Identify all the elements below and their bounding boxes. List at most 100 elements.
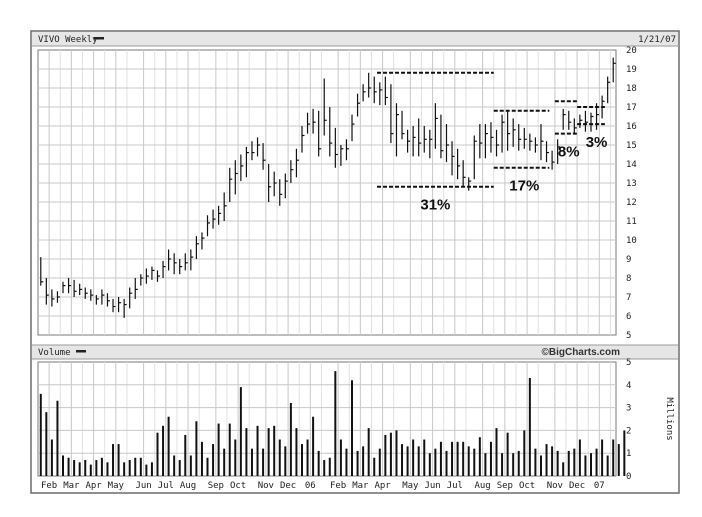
price-bar — [45, 278, 49, 305]
annotation: 8% — [554, 100, 580, 160]
price-bar — [240, 154, 244, 182]
price-bar — [323, 78, 327, 136]
price-bar — [479, 124, 483, 159]
price-bar — [412, 126, 416, 157]
price-bar — [334, 127, 338, 168]
price-y-tick-label: 19 — [626, 65, 637, 75]
price-header-band — [32, 32, 678, 46]
price-bar — [262, 143, 266, 170]
x-tick-label: Apr — [85, 481, 102, 491]
price-bar — [306, 112, 311, 134]
price-bar — [473, 135, 477, 180]
volume-y-tick-label: 0 — [626, 472, 631, 482]
price-y-tick-label: 17 — [626, 103, 637, 113]
x-tick-label: Apr — [374, 481, 391, 491]
price-y-tick-label: 5 — [626, 331, 631, 341]
annotation-label: 17% — [509, 178, 539, 195]
price-bar — [468, 177, 472, 191]
x-tick-label: Jul — [447, 481, 463, 491]
price-bar — [73, 279, 77, 297]
price-bar — [406, 129, 411, 153]
annotation: 31% — [377, 71, 494, 214]
volume-y-tick-label: 1 — [626, 449, 631, 459]
x-tick-label: Jul — [158, 481, 174, 491]
price-bar — [340, 145, 344, 166]
price-y-axis: 5 6 7 8 9 10 11 12 13 14 15 16 17 18 19 20 — [626, 46, 637, 341]
price-bar — [234, 160, 238, 195]
annotation-label: 3% — [586, 134, 608, 151]
price-bar — [268, 164, 272, 202]
price-bar — [206, 215, 211, 237]
price-bar — [62, 281, 66, 294]
price-bar — [151, 266, 155, 280]
price-bar — [545, 141, 550, 163]
price-bar — [568, 110, 572, 130]
volume-y-tick-label: 4 — [626, 381, 631, 391]
chart-title: VIVO Weekly — [38, 35, 98, 45]
price-bar — [362, 84, 366, 102]
price-y-tick-label: 11 — [626, 217, 637, 227]
price-bar — [518, 124, 522, 151]
price-bar — [584, 110, 588, 132]
price-bar — [557, 139, 561, 164]
price-y-tick-label: 10 — [626, 236, 637, 246]
price-bar — [501, 114, 505, 153]
title-legend-swatch — [94, 37, 104, 40]
price-bar — [495, 129, 500, 157]
price-bar — [507, 110, 511, 151]
price-panel — [37, 49, 617, 336]
price-bar — [345, 139, 349, 161]
volume-title: Volume — [38, 348, 71, 358]
price-bar — [123, 298, 127, 318]
annotation-label: 8% — [558, 143, 580, 160]
x-tick-label: May — [402, 481, 419, 491]
x-tick-label: Dec — [280, 481, 296, 491]
x-tick-label: Feb — [41, 481, 57, 491]
price-bar — [84, 287, 88, 299]
x-tick-label: 06 — [305, 481, 316, 491]
price-bar — [129, 287, 133, 309]
price-bar — [218, 205, 222, 225]
x-tick-label: Nov — [547, 481, 563, 491]
price-bar — [512, 118, 516, 147]
price-bar — [379, 82, 383, 106]
price-bar — [101, 289, 105, 305]
volume-grid — [38, 362, 616, 476]
price-bar — [156, 270, 160, 282]
price-bar — [607, 76, 611, 104]
price-grid — [38, 50, 616, 335]
watermark: ©BigCharts.com — [542, 347, 621, 358]
price-bar — [140, 274, 144, 286]
price-y-tick-label: 14 — [626, 160, 637, 170]
price-y-tick-label: 15 — [626, 141, 637, 151]
price-bar — [56, 291, 60, 303]
price-y-tick-label: 20 — [626, 46, 637, 56]
price-bar — [329, 107, 333, 157]
price-bar — [95, 295, 99, 305]
price-bar — [251, 141, 255, 161]
price-bar — [384, 76, 388, 106]
price-bar — [245, 146, 249, 178]
price-bar — [51, 289, 55, 307]
price-bar — [195, 236, 199, 259]
price-bar — [112, 298, 116, 313]
annotation: 3% — [577, 106, 608, 151]
price-bar — [562, 108, 566, 130]
price-bar — [284, 173, 288, 199]
price-bar — [457, 148, 461, 180]
price-y-tick-label: 9 — [626, 255, 631, 265]
price-bar — [573, 118, 577, 134]
x-axis: Feb Mar Apr May Jun Jul Aug Sep Oct Nov Dec 06 Feb Ma… — [41, 481, 605, 491]
price-bar — [462, 160, 466, 187]
price-y-tick-label: 13 — [626, 179, 637, 189]
x-tick-label: Mar — [352, 481, 369, 491]
price-bar — [279, 179, 283, 206]
price-bar — [179, 259, 183, 275]
x-tick-label: Oct — [519, 481, 535, 491]
price-bar — [434, 103, 438, 149]
price-bar — [190, 249, 194, 271]
x-tick-label: Aug — [474, 481, 490, 491]
price-y-tick-label: 6 — [626, 312, 631, 322]
price-bar — [390, 84, 394, 144]
